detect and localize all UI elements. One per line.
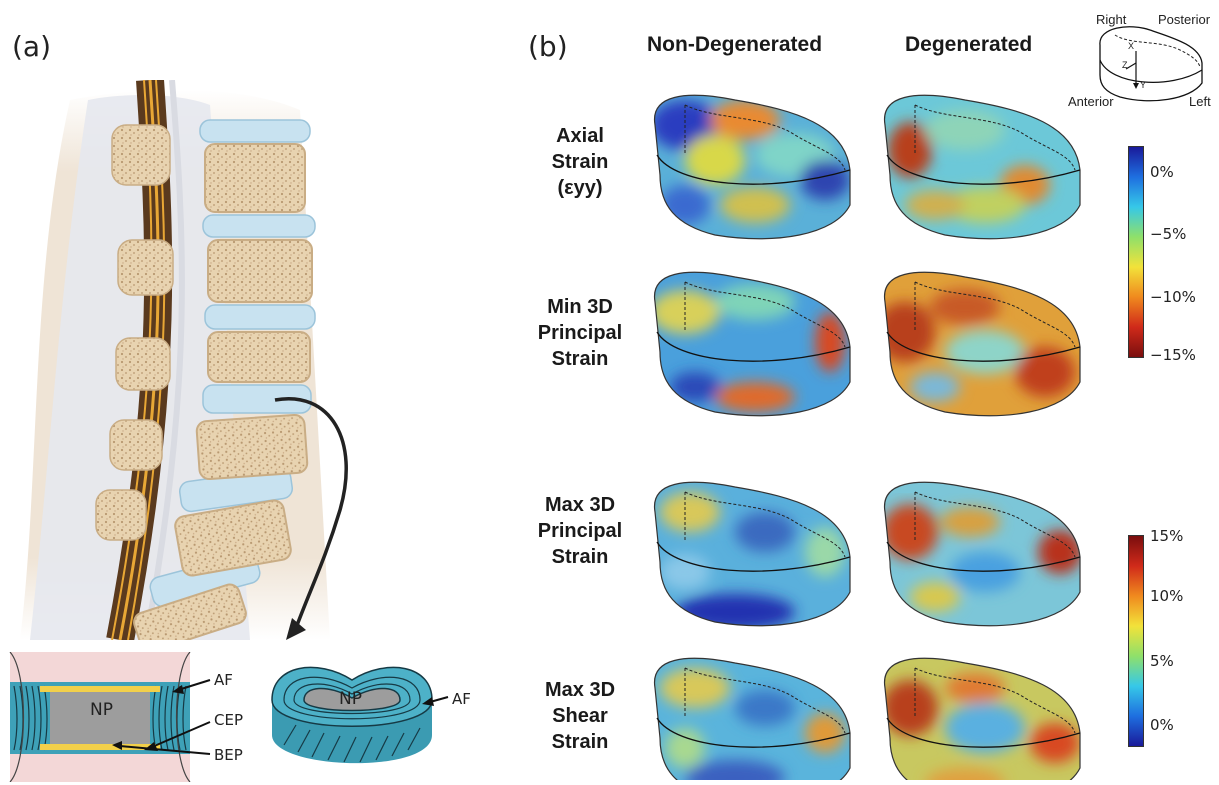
panel-b-label: (b) (528, 30, 568, 63)
orientation-posterior-label: Posterior (1158, 12, 1211, 27)
disc-map-min-principal-degenerated (883, 271, 1081, 417)
column-header-degenerated: Degenerated (905, 33, 1033, 56)
af-disc-label: AF (452, 690, 471, 708)
disc-map-max-shear-non-degenerated (653, 657, 851, 780)
disc-map-max-principal-non-degenerated (653, 481, 851, 627)
row-label-max-principal-strain: Max 3D Principal Strain (537, 494, 623, 568)
orientation-y-axis-label: Y (1140, 80, 1147, 90)
disc-cross-section (9, 652, 211, 782)
disc-map-axial-degenerated (883, 94, 1081, 240)
colorbar-tensile-strain (1128, 535, 1144, 747)
row-label-max-shear-strain: Max 3D Shear Strain (544, 679, 616, 753)
disc-map-max-shear-degenerated (883, 657, 1081, 780)
colorbar-top-tick-2: −10% (1150, 288, 1196, 306)
orientation-schematic (1099, 26, 1203, 102)
row-label-min-principal-strain: Min 3D Principal Strain (537, 296, 623, 370)
orientation-anterior-label: Anterior (1068, 94, 1114, 109)
colorbar-top-tick-0: 0% (1150, 163, 1174, 181)
spine-illustration (20, 80, 348, 640)
colorbar-bottom-tick-0: 15% (1150, 527, 1184, 545)
cep-label: CEP (214, 711, 243, 729)
colorbar-bottom-tick-2: 5% (1150, 652, 1174, 670)
disc-map-axial-non-degenerated (653, 94, 851, 240)
colorbar-bottom-tick-3: 0% (1150, 716, 1174, 734)
orientation-right-label: Right (1096, 12, 1127, 27)
panel-a-label: (a) (12, 30, 52, 63)
strain-map-grid (653, 94, 1081, 780)
np-disc-label: NP (339, 689, 362, 709)
orientation-left-label: Left (1189, 94, 1211, 109)
disc-map-min-principal-non-degenerated (653, 271, 851, 417)
af-section-label: AF (214, 671, 233, 689)
orientation-z-axis-label: Z (1122, 60, 1128, 70)
colorbar-top-tick-1: −5% (1150, 225, 1187, 243)
colorbar-top-tick-3: −15% (1150, 346, 1196, 364)
column-header-non-degenerated: Non-Degenerated (647, 33, 823, 56)
disc-axial-view (271, 666, 449, 764)
colorbar-compressive-strain (1128, 146, 1144, 358)
row-label-axial-strain: Axial Strain (εyy) (551, 125, 609, 199)
orientation-x-axis-label: X (1128, 41, 1135, 51)
np-section-label: NP (90, 700, 113, 720)
colorbar-bottom-tick-1: 10% (1150, 587, 1184, 605)
disc-map-max-principal-degenerated (883, 481, 1081, 627)
bep-label: BEP (214, 746, 243, 764)
